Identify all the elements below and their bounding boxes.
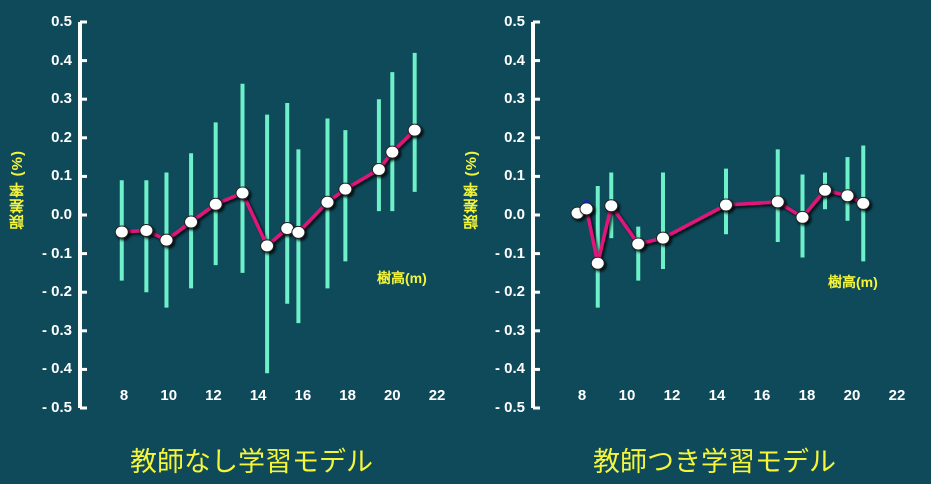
x-tick-label: 18	[339, 387, 356, 404]
y-tick-label: 0.3	[504, 90, 525, 108]
y-tick-label: - 0.5	[41, 399, 72, 416]
x-tick-label: 16	[294, 387, 312, 404]
x-tick-label: 8	[577, 387, 587, 404]
chart-plot-unsupervised	[78, 20, 426, 410]
y-tick-label: - 0.2	[41, 283, 72, 301]
y-tick-label: - 0.4	[494, 360, 525, 378]
x-tick-label: 22	[428, 387, 446, 404]
x-axis-unit-label: 樹高(m)	[377, 270, 427, 286]
y-tick-label: - 0.2	[494, 283, 525, 301]
x-tick-label: 20	[843, 387, 861, 404]
x-tick-label: 16	[753, 387, 771, 404]
y-tick-label: 0.1	[504, 167, 525, 185]
y-tick-label: - 0.1	[494, 244, 525, 262]
y-tick-label: 0.3	[51, 90, 72, 108]
y-tick-label: - 0.3	[41, 321, 72, 339]
chart-title: 教師なし学習モデル	[130, 447, 373, 477]
y-tick-label: 0.1	[51, 167, 72, 185]
y-tick-label: - 0.1	[41, 244, 72, 262]
y-tick-label: 0.4	[51, 51, 72, 69]
x-tick-label: 22	[888, 387, 906, 404]
x-tick-label: 10	[618, 387, 636, 404]
y-tick-label: 0.2	[504, 128, 525, 146]
x-tick-label: 14	[249, 387, 267, 404]
x-tick-label: 12	[663, 387, 681, 404]
y-tick-label: - 0.4	[41, 360, 72, 378]
y-tick-label: 0.5	[504, 13, 525, 30]
y-tick-label: 0.2	[51, 128, 72, 146]
y-tick-label: 0.0	[51, 206, 72, 223]
x-tick-label: 20	[383, 387, 401, 404]
y-tick-label: 0.0	[504, 206, 525, 223]
x-tick-label: 14	[708, 387, 726, 404]
y-tick-label: 0.4	[504, 51, 525, 69]
x-tick-label: 12	[205, 387, 222, 404]
chart-title: 教師つき学習モデル	[593, 447, 836, 477]
y-tick-label: 0.5	[51, 13, 72, 30]
x-axis-unit-label: 樹高(m)	[828, 274, 878, 290]
y-tick-label: - 0.5	[494, 399, 525, 416]
chart-panel-unsupervised: 誤差率 (%) 樹高(m) 教師なし学習モデル 0.5 0.4 0.3 0.2 0.1 0…	[0, 0, 465, 484]
x-tick-label: 18	[798, 387, 816, 404]
x-tick-label: 8	[119, 387, 129, 404]
y-tick-label: - 0.3	[494, 321, 525, 339]
x-tick-label: 10	[160, 387, 178, 404]
